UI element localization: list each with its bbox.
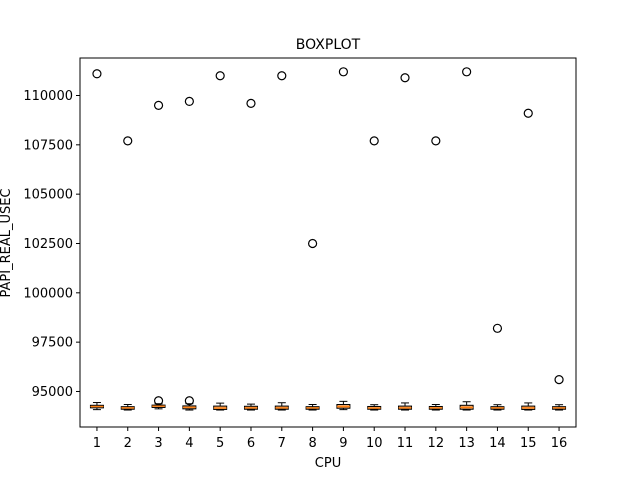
outlier-point	[184, 396, 194, 406]
outlier-point	[277, 71, 287, 81]
y-tick-label: 95000	[32, 385, 73, 400]
y-axis-label: PAPI_REAL_USEC	[0, 188, 14, 297]
outlier-point	[215, 71, 225, 81]
y-tick-label: 105000	[23, 188, 73, 203]
outlier-point	[184, 96, 194, 107]
x-tick-label: 14	[489, 436, 506, 451]
x-tick-label: 10	[366, 436, 383, 451]
y-tick-label: 110000	[23, 89, 73, 104]
outlier-point	[492, 323, 503, 333]
plot-frame	[79, 57, 577, 428]
outlier-point	[123, 136, 133, 146]
y-tick-label: 102500	[23, 237, 73, 252]
outlier-point	[400, 73, 410, 83]
outlier-point	[246, 98, 256, 108]
x-tick-label: 3	[154, 436, 162, 451]
outlier-point	[153, 396, 164, 406]
y-tick-label: 97500	[32, 336, 73, 351]
chart-title: BOXPLOT	[296, 37, 361, 53]
x-axis-label: CPU	[315, 456, 341, 471]
y-tick-label: 107500	[23, 138, 73, 153]
x-tick-label: 6	[247, 436, 255, 451]
x-tick-label: 9	[339, 436, 347, 451]
x-tick-label: 5	[216, 436, 224, 451]
x-tick-label: 2	[124, 436, 132, 451]
x-tick-label: 8	[308, 436, 316, 451]
outlier-point	[369, 136, 379, 146]
x-tick-label: 11	[397, 436, 414, 451]
x-tick-label: 7	[278, 436, 286, 451]
x-tick-label: 4	[185, 436, 193, 451]
outlier-point	[554, 375, 564, 385]
outlier-point	[523, 108, 533, 118]
x-tick-label: 1	[93, 436, 101, 451]
x-tick-label: 16	[551, 436, 568, 451]
outlier-point	[338, 67, 349, 77]
y-tick-label: 100000	[23, 286, 73, 301]
outlier-point	[92, 69, 102, 79]
outlier-point	[153, 100, 164, 110]
outlier-point	[307, 238, 318, 249]
x-tick-label: 15	[520, 436, 537, 451]
x-tick-label: 13	[458, 436, 475, 451]
plot-area: 95000 97500 100000 102500 105000 107500 110000…	[23, 67, 568, 451]
x-tick-label: 12	[428, 436, 445, 451]
outlier-point	[431, 136, 441, 146]
outlier-point	[462, 67, 472, 77]
